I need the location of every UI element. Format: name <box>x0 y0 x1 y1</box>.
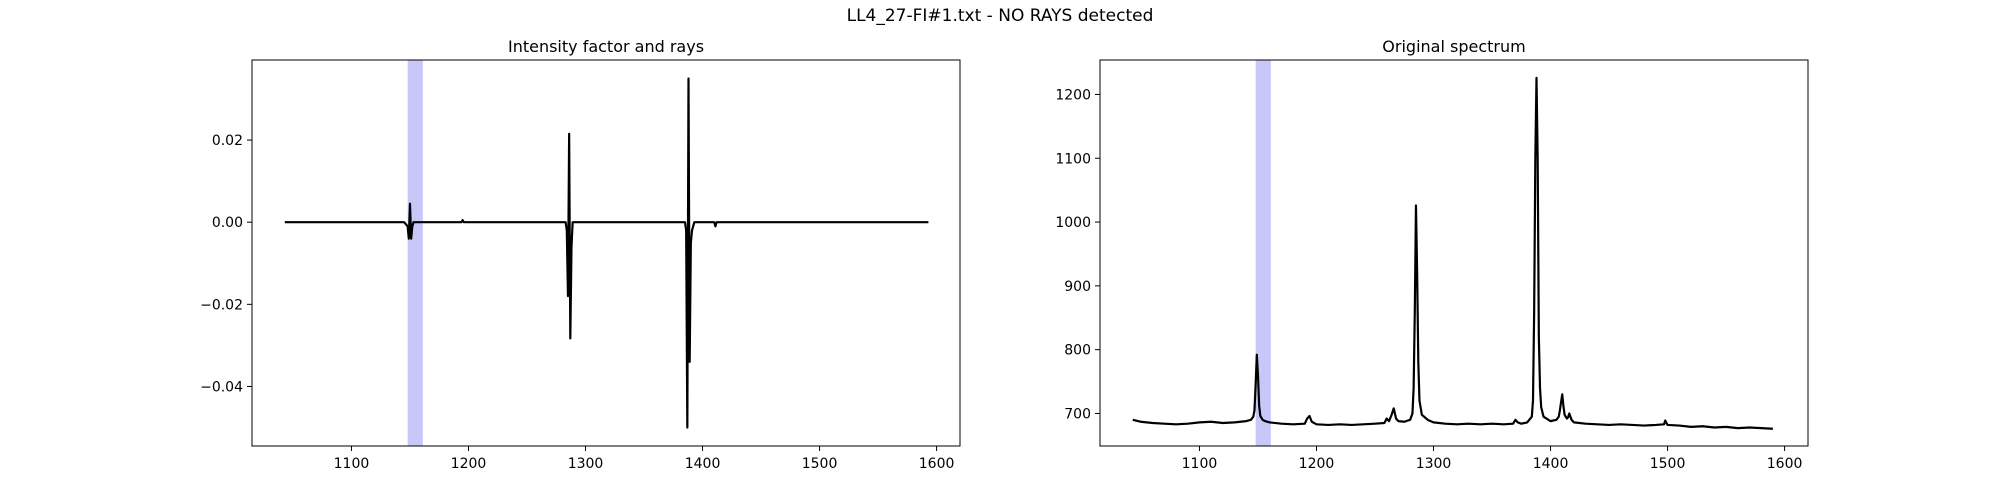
y-tick-label: 1000 <box>1055 215 1091 231</box>
highlight-band <box>407 60 423 446</box>
y-tick-label: 900 <box>1064 279 1091 295</box>
y-tick-label: 1200 <box>1055 87 1091 103</box>
axes-frame <box>1099 59 1809 447</box>
x-tick-label: 1200 <box>1299 456 1335 472</box>
x-tick-label: 1500 <box>1650 456 1686 472</box>
highlight-band <box>1255 60 1271 446</box>
panel-title: Original spectrum <box>1382 37 1525 56</box>
chart-panel-1: 1100 1200 1300 1400 1500 1600 −0.04 −0.02 0.00 0.… <box>200 37 961 472</box>
x-tick-label: 1300 <box>568 456 604 472</box>
axes-frame <box>251 59 961 447</box>
y-tick-label: 700 <box>1064 406 1091 422</box>
x-tick-label: 1300 <box>1416 456 1452 472</box>
x-tick-label: 1100 <box>334 456 370 472</box>
y-tick-label: −0.04 <box>200 379 243 395</box>
x-tick-label: 1100 <box>1182 456 1218 472</box>
figure-title: LL4_27-FI#1.txt - NO RAYS detected <box>846 6 1154 26</box>
y-tick-label: 1100 <box>1055 151 1091 167</box>
y-tick-label: 0.02 <box>212 133 243 149</box>
x-tick-label: 1500 <box>802 456 838 472</box>
y-tick-label: 0.00 <box>212 215 243 231</box>
x-tick-label: 1600 <box>919 456 955 472</box>
x-tick-label: 1200 <box>451 456 487 472</box>
x-tick-label: 1600 <box>1767 456 1803 472</box>
y-tick-label: −0.02 <box>200 297 243 313</box>
y-tick-label: 800 <box>1064 343 1091 359</box>
chart-panel-2: 1100 1200 1300 1400 1500 1600 700 800 900 1000 110… <box>1055 37 1809 472</box>
x-tick-label: 1400 <box>1533 456 1569 472</box>
series-line <box>1132 76 1773 430</box>
panel-title: Intensity factor and rays <box>508 37 704 56</box>
series-line <box>284 77 929 429</box>
x-tick-label: 1400 <box>685 456 721 472</box>
